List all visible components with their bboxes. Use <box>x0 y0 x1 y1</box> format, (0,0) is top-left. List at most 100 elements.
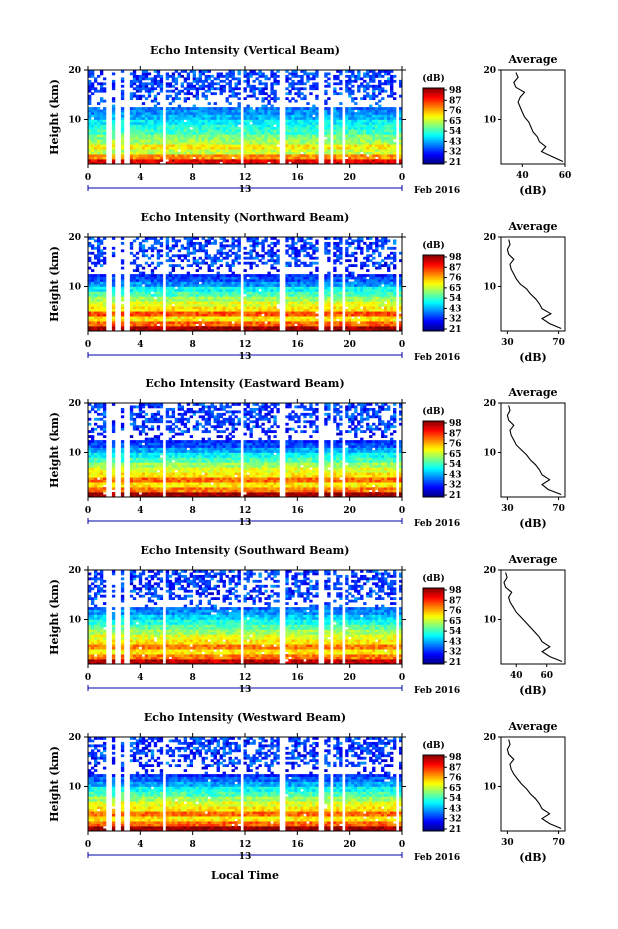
x-tick-label: 20 <box>343 173 356 183</box>
colorbar-tick-label: 43 <box>449 137 462 147</box>
colorbar <box>422 754 445 832</box>
x-tick-label: 0 <box>399 673 405 683</box>
y-axis-label: Height (km) <box>48 579 61 655</box>
profile-frame <box>500 736 566 832</box>
profile-y-tick-label: 10 <box>483 115 496 125</box>
profile-frame <box>500 236 566 332</box>
average-profile: Average 20 10 40 60 (dB) <box>483 553 566 697</box>
colorbar-tick-label: 21 <box>449 825 462 835</box>
y-tick-label: 10 <box>68 282 81 292</box>
colorbar <box>422 254 445 332</box>
x-tick-label: 0 <box>399 840 405 850</box>
y-tick-label: 10 <box>68 115 81 125</box>
heatmap <box>88 403 403 498</box>
date-label: Feb 2016 <box>414 519 460 529</box>
date-label: Feb 2016 <box>414 353 460 363</box>
colorbar-frame <box>422 420 445 498</box>
panel-title: Echo Intensity (Southward Beam) <box>141 544 350 557</box>
profile-line <box>513 72 564 163</box>
date-marker: 13 <box>239 352 252 362</box>
panel-3: Echo Intensity (Southward Beam) 20 10 Heigh… <box>48 544 566 697</box>
colorbar-tick-label: 32 <box>449 815 462 825</box>
colorbar-tick-label: 54 <box>449 460 462 470</box>
colorbar-tick-label: 87 <box>449 596 462 606</box>
x-axis-label: Local Time <box>211 869 279 882</box>
colorbar-tick-label: 54 <box>449 794 462 804</box>
x-tick-label: 16 <box>291 840 304 850</box>
colorbar-unit: (dB) <box>422 740 444 751</box>
profile-y-tick-label: 10 <box>483 615 496 625</box>
profile-x-label: (dB) <box>519 684 546 697</box>
average-profile: Average 20 10 30 70 (dB) <box>483 386 566 530</box>
heatmap <box>88 737 403 832</box>
x-tick-label: 0 <box>399 340 405 350</box>
colorbar-frame <box>422 254 445 332</box>
panel-4: Echo Intensity (Westward Beam) 20 10 Height… <box>48 711 566 864</box>
x-tick-label: 16 <box>291 340 304 350</box>
colorbar-tick-label: 21 <box>449 325 462 335</box>
colorbar-unit: (dB) <box>422 406 444 417</box>
y-tick-label: 10 <box>68 615 81 625</box>
colorbar <box>422 87 445 165</box>
x-tick-label: 0 <box>85 840 91 850</box>
colorbar-tick-label: 54 <box>449 127 462 137</box>
colorbar-tick-label: 43 <box>449 637 462 647</box>
colorbar-tick-label: 54 <box>449 627 462 637</box>
x-tick-label: 0 <box>85 173 91 183</box>
colorbar-tick-label: 98 <box>449 753 462 763</box>
heatmap <box>88 570 403 665</box>
y-tick-label: 20 <box>68 66 81 76</box>
colorbar-unit: (dB) <box>422 573 444 584</box>
profile-title: Average <box>507 553 557 566</box>
colorbar-tick-label: 54 <box>449 294 462 304</box>
colorbar-frame <box>422 87 445 165</box>
y-tick-label: 20 <box>68 566 81 576</box>
x-tick-label: 4 <box>137 506 143 516</box>
profile-x-label: (dB) <box>519 517 546 530</box>
profile-frame <box>500 69 566 165</box>
colorbar-tick-label: 65 <box>449 284 462 294</box>
x-tick-label: 0 <box>85 340 91 350</box>
colorbar-tick-label: 65 <box>449 784 462 794</box>
profile-frame <box>500 569 566 665</box>
colorbar <box>422 587 445 665</box>
colorbar-tick-label: 32 <box>449 648 462 658</box>
x-tick-label: 20 <box>343 673 356 683</box>
x-tick-label: 20 <box>343 340 356 350</box>
x-tick-label: 4 <box>137 840 143 850</box>
colorbar-tick-label: 87 <box>449 429 462 439</box>
profile-title: Average <box>507 720 557 733</box>
profile-x-tick-label: 70 <box>552 838 565 848</box>
colorbar-tick-label: 65 <box>449 450 462 460</box>
colorbar-frame <box>422 754 445 832</box>
date-label: Feb 2016 <box>414 853 460 863</box>
x-tick-label: 0 <box>399 506 405 516</box>
average-profile: Average 20 10 40 60 (dB) <box>483 53 571 197</box>
y-tick-label: 20 <box>68 733 81 743</box>
profile-x-tick-label: 40 <box>510 671 523 681</box>
profile-y-tick-label: 20 <box>483 399 496 409</box>
y-axis-label: Height (km) <box>48 79 61 155</box>
x-tick-label: 8 <box>190 673 196 683</box>
panel-title: Echo Intensity (Eastward Beam) <box>145 377 344 390</box>
profile-x-label: (dB) <box>519 351 546 364</box>
colorbar-tick-label: 43 <box>449 304 462 314</box>
panel-title: Echo Intensity (Westward Beam) <box>144 711 346 724</box>
x-tick-label: 12 <box>239 840 252 850</box>
x-tick-label: 8 <box>190 173 196 183</box>
heatmap <box>88 237 403 332</box>
colorbar-tick-label: 76 <box>449 440 462 450</box>
x-tick-label: 16 <box>291 506 304 516</box>
colorbar-tick-label: 87 <box>449 763 462 773</box>
date-marker: 13 <box>239 685 252 695</box>
y-axis-label: Height (km) <box>48 412 61 488</box>
x-tick-label: 8 <box>190 340 196 350</box>
colorbar-tick-label: 43 <box>449 804 462 814</box>
colorbar-tick-label: 98 <box>449 253 462 263</box>
profile-x-tick-label: 70 <box>552 504 565 514</box>
profile-y-tick-label: 20 <box>483 66 496 76</box>
x-tick-label: 20 <box>343 840 356 850</box>
x-tick-label: 4 <box>137 673 143 683</box>
colorbar-tick-label: 98 <box>449 586 462 596</box>
